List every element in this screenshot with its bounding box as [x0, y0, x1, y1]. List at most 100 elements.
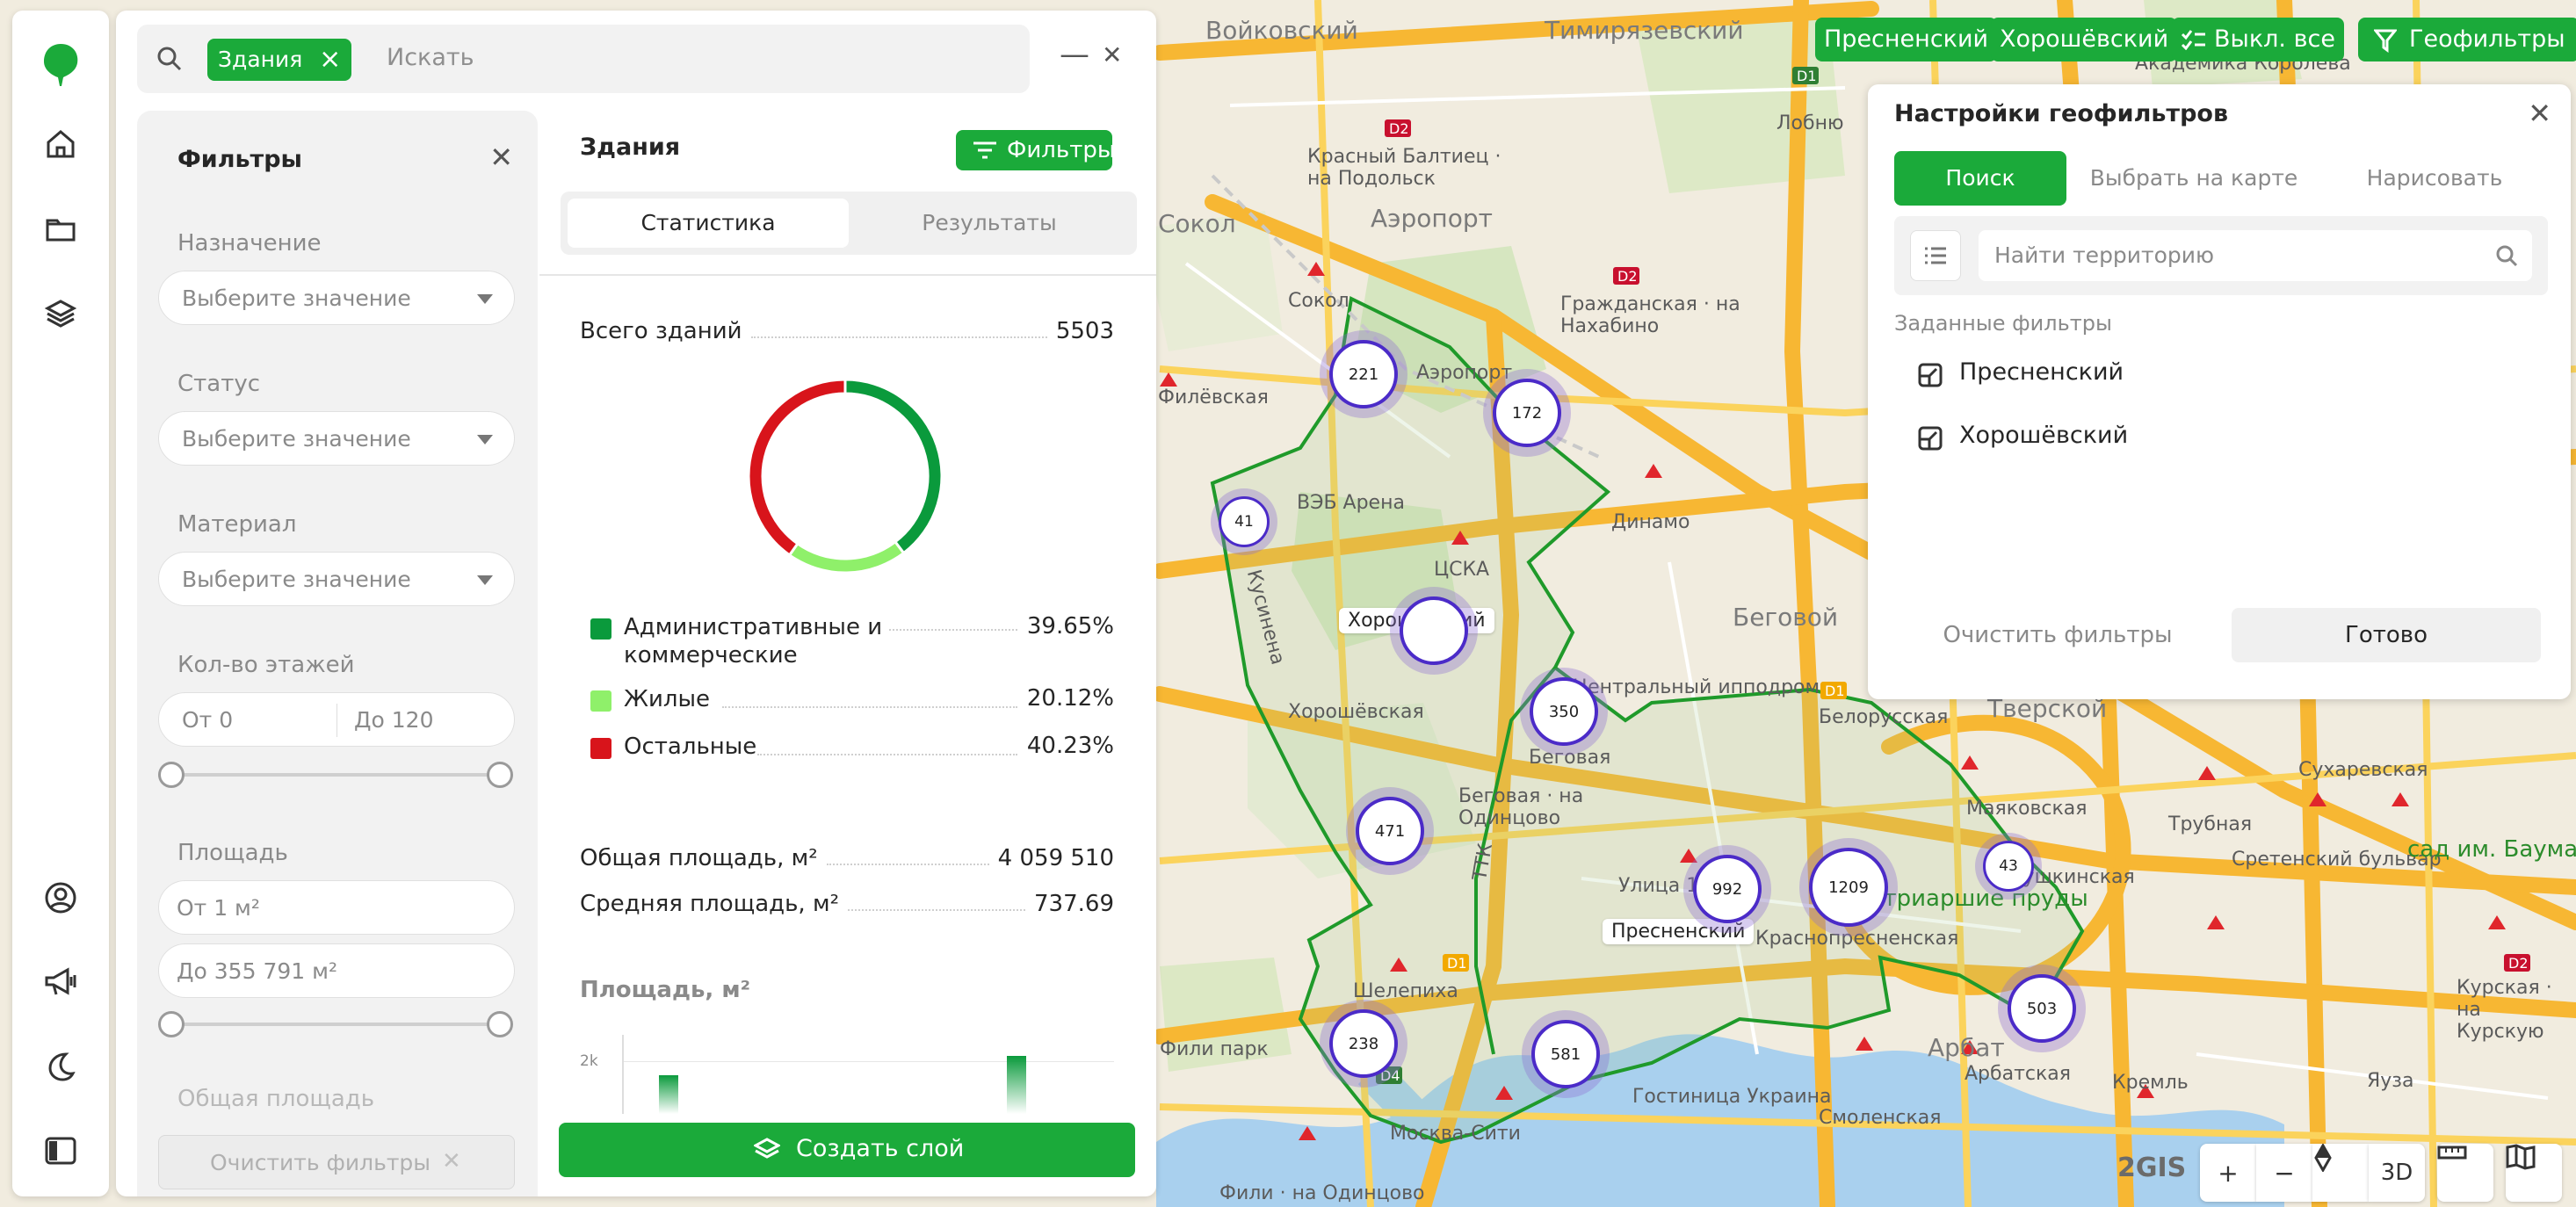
floors-range-field[interactable]: От 0 До 120 [158, 692, 515, 747]
building-cluster[interactable]: 1209 [1799, 838, 1898, 936]
territory-search-input[interactable]: Найти территорию [1979, 230, 2532, 281]
remove-chip-icon[interactable]: × [319, 44, 342, 75]
area-to-input[interactable]: До 355 791 м² [158, 943, 515, 998]
building-cluster[interactable]: 503 [1998, 965, 2086, 1052]
3d-button[interactable]: 3D [2369, 1144, 2425, 1202]
profile-button[interactable] [40, 877, 82, 919]
tab-draw[interactable]: Нарисовать [2366, 165, 2503, 191]
disable-all-button[interactable]: Выкл. все [2172, 18, 2344, 61]
building-cluster[interactable]: 221 [1320, 330, 1407, 418]
floors-to-input[interactable]: До 120 [354, 707, 434, 733]
active-geofilter-chip-presnensky[interactable]: Пресненский [1815, 18, 1998, 61]
district-polygon-icon [1918, 363, 1943, 387]
geofilter-settings-panel: Настройки геофильтров ✕ Поиск Выбрать на… [1868, 84, 2571, 699]
close-panel-button[interactable]: ✕ [1102, 40, 1123, 69]
ruler-button[interactable] [2437, 1144, 2493, 1202]
divider [539, 274, 1156, 276]
close-filters-icon[interactable]: ✕ [489, 141, 513, 174]
map-label-fili-odintsovo: Фили · на Одинцово [1219, 1182, 1425, 1204]
list-view-button[interactable] [1910, 230, 1961, 281]
sidebar-icon [45, 1137, 76, 1165]
building-cluster[interactable]: 581 [1522, 1010, 1610, 1098]
svg-text:D1: D1 [1825, 683, 1845, 699]
map-book-icon [2506, 1144, 2536, 1170]
announcements-button[interactable] [40, 961, 82, 1003]
create-layer-button[interactable]: Создать слой [559, 1123, 1135, 1177]
folder-icon [46, 219, 76, 242]
open-filters-button[interactable]: Фильтры [956, 130, 1115, 170]
dark-mode-button[interactable] [40, 1045, 82, 1088]
building-cluster[interactable]: 43 [1975, 833, 2042, 900]
tab-results[interactable]: Результаты [922, 210, 1057, 235]
ruler-icon [2437, 1146, 2467, 1160]
district-polygon-icon [1918, 426, 1943, 451]
active-geofilter-chip-khoroshevsky[interactable]: Хорошёвский [1991, 18, 2178, 61]
material-label: Материал [177, 511, 297, 538]
folders-button[interactable] [40, 207, 82, 249]
layers-icon [754, 1138, 780, 1159]
slider-max-handle[interactable] [487, 762, 513, 788]
slider-min-handle[interactable] [158, 762, 185, 788]
layers-icon [45, 300, 76, 328]
map-label-gostinitsa: Гостиница Украина [1632, 1086, 1832, 1108]
area-slider[interactable] [158, 1011, 513, 1037]
filter-funnel-icon [2374, 29, 2397, 53]
minimize-button[interactable]: — [1060, 37, 1089, 72]
total-area-label: Общая площадь, м² [580, 845, 818, 871]
legend-swatch [590, 618, 611, 640]
list-icon [1925, 247, 1946, 264]
building-cluster[interactable]: 992 [1683, 845, 1771, 933]
map-label-lobnyu: Лобню [1776, 112, 1844, 134]
map-label-cska: ЦСКА [1434, 559, 1490, 581]
map-label-voikovsky: Войковский [1205, 16, 1358, 45]
purpose-select[interactable]: Выберите значение [158, 271, 515, 325]
map-label-sretensky: Сретенский бульвар [2232, 849, 2442, 871]
svg-text:D1: D1 [1797, 68, 1817, 84]
total-area-value: 4 059 510 [997, 845, 1114, 871]
svg-text:D4: D4 [1380, 1067, 1400, 1084]
svg-text:D2: D2 [1617, 268, 1638, 285]
megaphone-icon [45, 967, 76, 995]
geofilter-clear-button[interactable]: Очистить фильтры [1943, 622, 2173, 648]
tab-search[interactable]: Поиск [1894, 151, 2066, 206]
building-cluster[interactable]: 471 [1346, 787, 1434, 875]
search-bar[interactable]: Здания × Искать [137, 25, 1030, 93]
close-geofilter-icon[interactable]: ✕ [2528, 97, 2551, 130]
slider-min-handle[interactable] [158, 1011, 185, 1037]
status-select[interactable]: Выберите значение [158, 411, 515, 466]
total-buildings-row: Всего зданий 5503 [580, 318, 1114, 344]
geofilter-done-button[interactable]: Готово [2232, 608, 2541, 662]
layers-button[interactable] [40, 292, 82, 334]
area-from-input[interactable]: От 1 м² [158, 880, 515, 935]
left-navigation-rail [12, 11, 109, 1196]
tab-statistics[interactable]: Статистика [568, 199, 849, 248]
map-label-yauza: Яуза [2367, 1070, 2414, 1092]
compass-button[interactable] [2312, 1144, 2369, 1202]
floors-from-input[interactable]: От 0 [182, 707, 234, 733]
search-chip-buildings[interactable]: Здания × [207, 39, 352, 81]
legend-value: 39.65% [1026, 613, 1114, 640]
map-label-smolenskaya: Смоленская [1819, 1107, 1942, 1129]
map-layers-button[interactable] [2506, 1144, 2562, 1202]
buildings-panel: Здания × Искать — ✕ Фильтры ✕ Назначение… [116, 11, 1156, 1196]
territory-search: Найти территорию [1894, 216, 2548, 295]
home-button[interactable] [40, 123, 82, 165]
map-label-dinamo: Динамо [1611, 511, 1690, 533]
building-cluster[interactable]: 172 [1483, 369, 1571, 457]
app-logo[interactable] [40, 44, 82, 86]
building-cluster[interactable]: 350 [1520, 668, 1608, 755]
2gis-logo: 2GIS [2117, 1153, 2187, 1183]
toggle-panel-button[interactable] [40, 1130, 82, 1172]
slider-max-handle[interactable] [487, 1011, 513, 1037]
clear-filters-button[interactable]: Очистить фильтры ✕ [158, 1135, 515, 1189]
floors-slider[interactable] [158, 762, 513, 788]
building-cluster[interactable] [1390, 587, 1478, 675]
zoom-out-button[interactable]: − [2256, 1144, 2312, 1202]
geofilters-button[interactable]: Геофильтры [2358, 18, 2576, 61]
building-cluster[interactable]: 238 [1320, 1000, 1407, 1088]
tab-pick-on-map[interactable]: Выбрать на карте [2089, 165, 2298, 191]
zoom-in-button[interactable]: + [2200, 1144, 2256, 1202]
material-select[interactable]: Выберите значение [158, 552, 515, 606]
building-cluster[interactable]: 41 [1211, 488, 1277, 555]
search-input[interactable]: Искать [387, 44, 474, 71]
